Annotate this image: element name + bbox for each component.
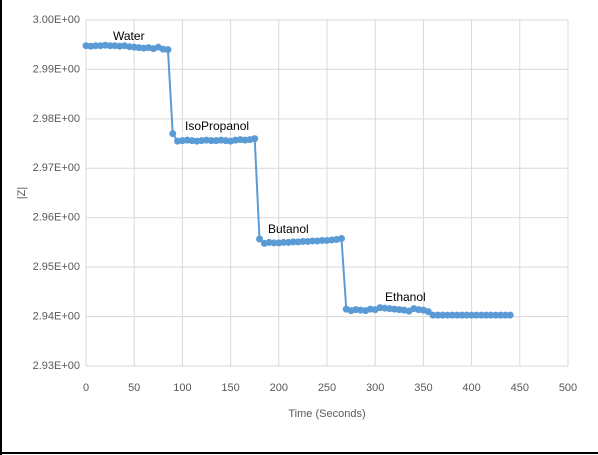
data-point [92, 42, 100, 50]
x-tick-label: 250 [318, 382, 336, 394]
data-point [492, 311, 500, 319]
annotation: Water [113, 29, 145, 43]
data-point [453, 311, 461, 319]
y-tick-label: 2.93E+00 [33, 360, 80, 372]
data-point [289, 238, 297, 246]
data-point [309, 237, 317, 245]
x-tick-label: 500 [559, 382, 577, 394]
y-tick-label: 2.98E+00 [33, 113, 80, 125]
y-tick-label: 2.97E+00 [33, 162, 80, 174]
x-tick-label: 150 [221, 382, 239, 394]
y-tick-label: 2.99E+00 [33, 63, 80, 75]
data-point [318, 236, 326, 244]
annotation: Ethanol [385, 290, 426, 304]
data-point [501, 311, 509, 319]
data-point [463, 311, 471, 319]
x-tick-label: 450 [511, 382, 529, 394]
x-tick-label: 100 [173, 382, 191, 394]
data-point [169, 130, 177, 138]
data-point [299, 237, 307, 245]
data-point [477, 311, 485, 319]
data-point [448, 311, 456, 319]
x-tick-label: 50 [128, 382, 140, 394]
data-point [497, 311, 505, 319]
data-point [506, 311, 514, 319]
data-point [444, 311, 451, 319]
data-point [434, 311, 442, 319]
y-tick-label: 2.95E+00 [33, 261, 80, 273]
x-tick-label: 0 [83, 382, 89, 394]
x-tick-label: 350 [414, 382, 432, 394]
x-tick-label: 400 [462, 382, 480, 394]
x-tick-label: 200 [270, 382, 288, 394]
data-point [337, 234, 345, 242]
data-point [458, 311, 466, 319]
data-point [482, 311, 490, 319]
data-point [424, 308, 432, 316]
data-point [429, 311, 437, 319]
data-point [164, 46, 172, 54]
annotation: IsoPropanol [185, 119, 249, 133]
data-point [439, 311, 447, 319]
data-point [472, 311, 480, 319]
data-point [251, 135, 259, 143]
data-point [207, 137, 215, 145]
x-axis-label: Time (Seconds) [288, 408, 365, 420]
data-point [256, 235, 264, 243]
x-tick-label: 300 [366, 382, 384, 394]
data-point [280, 238, 288, 246]
annotation: Butanol [268, 222, 309, 236]
y-tick-label: 2.94E+00 [33, 310, 80, 322]
y-tick-label: 3.00E+00 [33, 14, 80, 26]
y-tick-label: 2.96E+00 [33, 212, 80, 224]
data-point [487, 311, 495, 319]
data-point [468, 311, 476, 319]
data-point [270, 239, 278, 247]
data-point [106, 42, 114, 50]
y-axis-label: |Z| [16, 187, 28, 199]
